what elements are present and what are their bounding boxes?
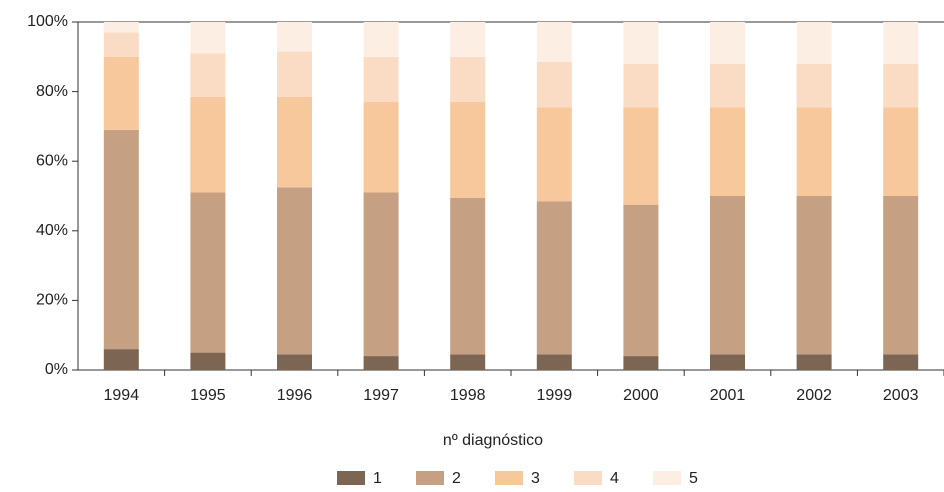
bar-segment (277, 187, 312, 355)
bar-segment (450, 354, 486, 370)
x-tick-label: 2002 (796, 387, 832, 404)
legend-swatch (416, 471, 444, 485)
bar-segment (710, 107, 745, 196)
bar-segment (796, 63, 832, 108)
bar-segment (190, 53, 226, 97)
bar-segment (277, 96, 312, 188)
x-tick-label: 1995 (190, 387, 226, 404)
bar-segment (883, 196, 919, 355)
x-tick-label: 1999 (537, 387, 573, 404)
bar-segment (883, 63, 919, 108)
x-tick-label: 1997 (363, 387, 399, 404)
bar-segment (883, 354, 919, 370)
bar-segment (277, 354, 312, 370)
bar-segment (536, 201, 572, 355)
bar-segment (363, 356, 399, 370)
bar-segment (710, 196, 745, 355)
legend-label: 5 (689, 470, 698, 487)
bar-segment (710, 354, 745, 370)
bar-segment (363, 56, 399, 103)
y-tick-label: 40% (36, 222, 68, 239)
y-tick-label: 20% (36, 292, 68, 309)
legend-swatch (337, 471, 365, 485)
bar-segment (450, 102, 486, 198)
bar-segment (103, 32, 139, 57)
legend-swatch (574, 471, 602, 485)
bar-segment (277, 51, 312, 97)
bar-segment (450, 56, 486, 103)
bar-segment (623, 107, 659, 205)
x-tick-label: 1996 (277, 387, 313, 404)
legend-swatch (495, 471, 523, 485)
bar-segment (623, 356, 659, 370)
y-tick-label: 60% (36, 152, 68, 169)
bar-segment (190, 96, 226, 193)
bar-segment (883, 107, 919, 196)
bar-segment (103, 22, 139, 33)
bar-segment (536, 107, 572, 202)
bar-segment (796, 107, 832, 196)
bar-segment (103, 349, 139, 370)
bar-segment (536, 62, 572, 108)
bar-segment (710, 22, 745, 64)
x-tick-label: 2003 (883, 387, 919, 404)
bar-segment (710, 63, 745, 108)
bar-segment (536, 22, 572, 63)
bar-segment (796, 22, 832, 64)
bar-segment (883, 22, 919, 64)
bar-segment (623, 204, 659, 357)
bar-segment (623, 22, 659, 64)
legend-title: nº diagnóstico (443, 432, 543, 449)
bar-segment (363, 22, 399, 57)
legend-swatch (653, 471, 681, 485)
y-tick-label: 100% (27, 13, 68, 30)
bar-segment (623, 63, 659, 108)
bar-segment (450, 197, 486, 355)
x-tick-label: 1998 (450, 387, 486, 404)
bar-segment (190, 192, 226, 353)
x-tick-label: 2001 (710, 387, 746, 404)
bar-segment (363, 102, 399, 193)
bar-segment (277, 22, 312, 52)
legend-label: 1 (373, 470, 382, 487)
bar-segment (536, 354, 572, 370)
legend-label: 3 (531, 470, 540, 487)
bar-segment (796, 354, 832, 370)
bar-segment (103, 56, 139, 130)
bar-segment (103, 129, 139, 350)
legend-label: 2 (452, 470, 461, 487)
x-tick-label: 1994 (104, 387, 140, 404)
bar-segment (796, 196, 832, 355)
legend-label: 4 (610, 470, 619, 487)
bar-segment (363, 192, 399, 357)
y-tick-label: 80% (36, 83, 68, 100)
bar-segment (190, 352, 226, 370)
bar-segment (190, 22, 226, 54)
x-tick-label: 2000 (623, 387, 659, 404)
y-tick-label: 0% (45, 361, 68, 378)
bar-segment (450, 22, 486, 57)
